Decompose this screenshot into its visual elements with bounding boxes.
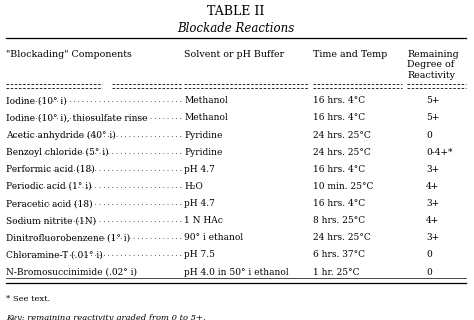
Text: 3+: 3+ bbox=[426, 199, 439, 208]
Text: 1 hr. 25°C: 1 hr. 25°C bbox=[313, 268, 360, 276]
Text: . . . . . . . . . . . . . . . . . . . . . . . . . . . . . . . . . . . . . . . .: . . . . . . . . . . . . . . . . . . . . … bbox=[14, 199, 182, 207]
Text: Sodium nitrite (1N): Sodium nitrite (1N) bbox=[6, 216, 96, 225]
Text: 5+: 5+ bbox=[426, 96, 439, 105]
Text: Solvent or pH Buffer: Solvent or pH Buffer bbox=[184, 50, 284, 59]
Text: 3+: 3+ bbox=[426, 165, 439, 174]
Text: pH 7.5: pH 7.5 bbox=[184, 251, 215, 260]
Text: Key: remaining reactivity graded from 0 to 5+.: Key: remaining reactivity graded from 0 … bbox=[6, 314, 206, 320]
Text: "Blockading" Components: "Blockading" Components bbox=[6, 50, 132, 59]
Text: Remaining
Degree of
Reactivity: Remaining Degree of Reactivity bbox=[407, 50, 459, 80]
Text: 1 N HAc: 1 N HAc bbox=[184, 216, 223, 225]
Text: 24 hrs. 25°C: 24 hrs. 25°C bbox=[313, 233, 371, 242]
Text: 8 hrs. 25°C: 8 hrs. 25°C bbox=[313, 216, 365, 225]
Text: Dinitrofluorobenzene (1° i): Dinitrofluorobenzene (1° i) bbox=[6, 233, 130, 242]
Text: 6 hrs. 37°C: 6 hrs. 37°C bbox=[313, 251, 365, 260]
Text: Chloramine-T (.01° i): Chloramine-T (.01° i) bbox=[6, 251, 103, 260]
Text: 4+: 4+ bbox=[426, 216, 439, 225]
Text: Acetic anhydride (40° i): Acetic anhydride (40° i) bbox=[6, 131, 116, 140]
Text: Peracetic acid (18): Peracetic acid (18) bbox=[6, 199, 93, 208]
Text: . . . . . . . . . . . . . . . . . . . . . . . . . . . . . . . . . . . . . . . .: . . . . . . . . . . . . . . . . . . . . … bbox=[14, 251, 182, 259]
Text: . . . . . . . . . . . . . . . . . . . . . . . . . . . . . . . . . . . . . . . .: . . . . . . . . . . . . . . . . . . . . … bbox=[14, 216, 182, 224]
Text: N-Bromosuccinimide (.02° i): N-Bromosuccinimide (.02° i) bbox=[6, 268, 137, 276]
Text: Performic acid (18): Performic acid (18) bbox=[6, 165, 95, 174]
Text: 4+: 4+ bbox=[426, 182, 439, 191]
Text: 0: 0 bbox=[426, 268, 432, 276]
Text: . . . . . . . . . . . . . . . . . . . . . . . . . . . . . . . . . . . . . . . .: . . . . . . . . . . . . . . . . . . . . … bbox=[14, 148, 182, 156]
Text: H₂O: H₂O bbox=[184, 182, 203, 191]
Text: 24 hrs. 25°C: 24 hrs. 25°C bbox=[313, 131, 371, 140]
Text: 16 hrs. 4°C: 16 hrs. 4°C bbox=[313, 199, 365, 208]
Text: Blockade Reactions: Blockade Reactions bbox=[177, 22, 294, 35]
Text: Iodine (10° i), thiosulfate rinse: Iodine (10° i), thiosulfate rinse bbox=[6, 113, 147, 123]
Text: pH 4.7: pH 4.7 bbox=[184, 199, 215, 208]
Text: 5+: 5+ bbox=[426, 113, 439, 123]
Text: . . . . . . . . . . . . . . . . . . . . . . . . . . . . . . . . . . . . . . . .: . . . . . . . . . . . . . . . . . . . . … bbox=[14, 165, 182, 173]
Text: Pyridine: Pyridine bbox=[184, 131, 223, 140]
Text: Time and Temp: Time and Temp bbox=[313, 50, 388, 59]
Text: . . . . . . . . . . . . . . . . . . . . . . . . . . . . . . . . . . . . . . . .: . . . . . . . . . . . . . . . . . . . . … bbox=[14, 131, 182, 139]
Text: Methanol: Methanol bbox=[184, 96, 228, 105]
Text: Pyridine: Pyridine bbox=[184, 148, 223, 157]
Text: Iodine (10° i): Iodine (10° i) bbox=[6, 96, 67, 105]
Text: . . . . . . . . . . . . . . . . . . . . . . . . . . . . . . . . . . . . . . . .: . . . . . . . . . . . . . . . . . . . . … bbox=[14, 113, 182, 121]
Text: 3+: 3+ bbox=[426, 233, 439, 242]
Text: pH 4.0 in 50° i ethanol: pH 4.0 in 50° i ethanol bbox=[184, 268, 289, 276]
Text: Periodic acid (1° i): Periodic acid (1° i) bbox=[6, 182, 91, 191]
Text: 0: 0 bbox=[426, 131, 432, 140]
Text: pH 4.7: pH 4.7 bbox=[184, 165, 215, 174]
Text: 24 hrs. 25°C: 24 hrs. 25°C bbox=[313, 148, 371, 157]
Text: . . . . . . . . . . . . . . . . . . . . . . . . . . . . . . . . . . . . . . . .: . . . . . . . . . . . . . . . . . . . . … bbox=[14, 96, 182, 104]
Text: 16 hrs. 4°C: 16 hrs. 4°C bbox=[313, 165, 365, 174]
Text: . . . . . . . . . . . . . . . . . . . . . . . . . . . . . . . . . . . . . . . .: . . . . . . . . . . . . . . . . . . . . … bbox=[14, 182, 182, 190]
Text: 0: 0 bbox=[426, 251, 432, 260]
Text: 90° i ethanol: 90° i ethanol bbox=[184, 233, 244, 242]
Text: TABLE II: TABLE II bbox=[207, 5, 264, 19]
Text: Benzoyl chloride (5° i): Benzoyl chloride (5° i) bbox=[6, 148, 109, 157]
Text: 16 hrs. 4°C: 16 hrs. 4°C bbox=[313, 113, 365, 123]
Text: 0-4+*: 0-4+* bbox=[426, 148, 452, 157]
Text: 10 min. 25°C: 10 min. 25°C bbox=[313, 182, 374, 191]
Text: . . . . . . . . . . . . . . . . . . . . . . . . . . . . . . . . . . . . . . . .: . . . . . . . . . . . . . . . . . . . . … bbox=[14, 233, 182, 241]
Text: Methanol: Methanol bbox=[184, 113, 228, 123]
Text: 16 hrs. 4°C: 16 hrs. 4°C bbox=[313, 96, 365, 105]
Text: . . . . . . . . . . . . . . . . . . . . . . . . . . . . . . . . . . . . . . . .: . . . . . . . . . . . . . . . . . . . . … bbox=[14, 268, 182, 276]
Text: * See text.: * See text. bbox=[6, 295, 50, 303]
